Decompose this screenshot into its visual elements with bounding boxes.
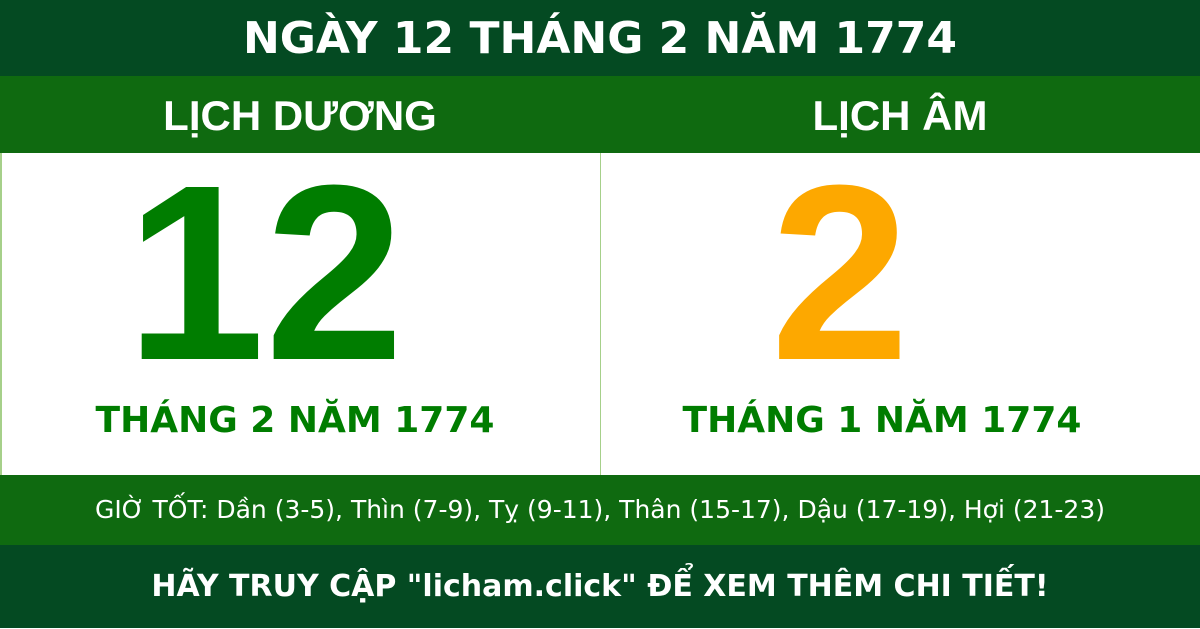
column-divider [600, 153, 601, 475]
solar-month-year: THÁNG 2 NĂM 1774 [95, 400, 495, 441]
solar-heading: LỊCH DƯƠNG [163, 92, 437, 139]
left-border [0, 153, 2, 475]
footer-cta: HÃY TRUY CẬP "licham.click" ĐỂ XEM THÊM … [0, 545, 1200, 628]
good-hours: GIỜ TỐT: Dần (3-5), Thìn (7-9), Tỵ (9-11… [0, 475, 1200, 545]
lunar-day: 2 [770, 133, 910, 412]
lunar-month-year: THÁNG 1 NĂM 1774 [682, 400, 1082, 441]
calendar-body: 12 THÁNG 2 NĂM 1774 2 THÁNG 1 NĂM 1774 [0, 133, 1200, 475]
page-title: NGÀY 12 THÁNG 2 NĂM 1774 [0, 0, 1200, 76]
lunar-heading: LỊCH ÂM [812, 92, 988, 139]
solar-day: 12 [125, 133, 405, 412]
column-headers: LỊCH DƯƠNG LỊCH ÂM [0, 76, 1200, 153]
